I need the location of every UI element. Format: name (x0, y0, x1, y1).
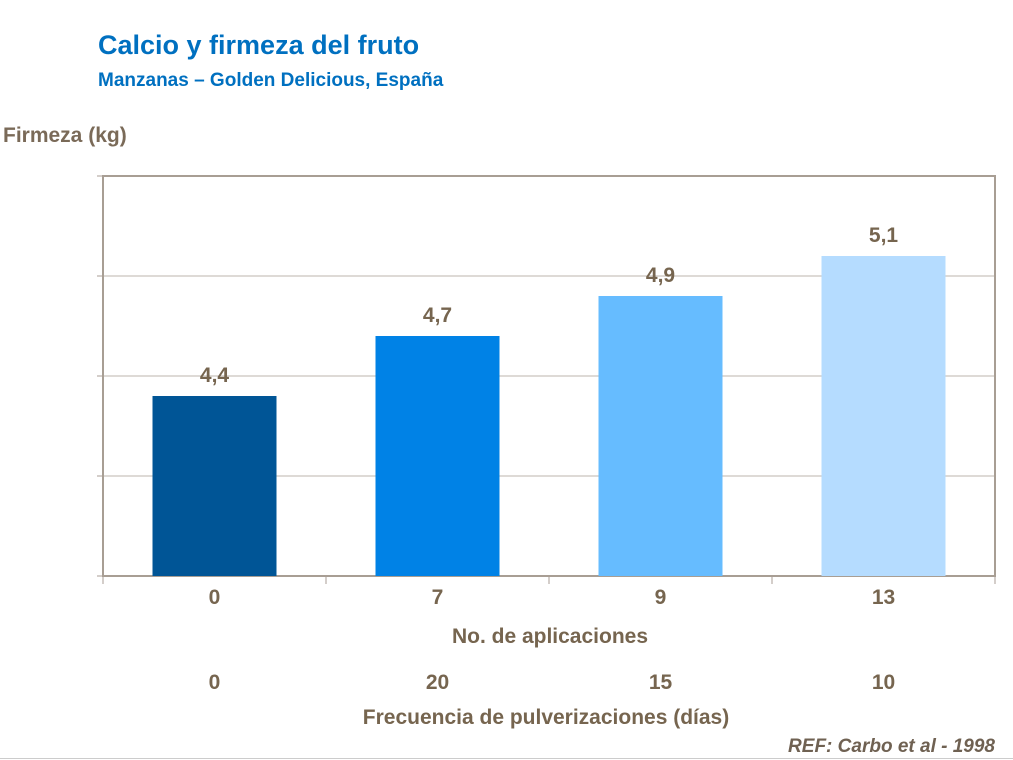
x-axis-label-2: Frecuencia de pulverizaciones (días) (362, 706, 730, 729)
data-label: 4,7 (422, 304, 453, 327)
x-tick-label: 13 (871, 586, 896, 609)
x-tick-label-2: 10 (871, 671, 896, 694)
x-tick-label: 7 (431, 586, 444, 609)
x-tick-label-2: 15 (648, 671, 673, 694)
bar-7 (375, 336, 500, 576)
x-tick-label-2: 20 (425, 671, 450, 694)
x-tick-label: 0 (208, 586, 221, 609)
bar-13 (821, 256, 946, 576)
bar-9 (598, 296, 723, 576)
data-label: 4,9 (645, 264, 676, 287)
chart-subtitle: Manzanas – Golden Delicious, España (98, 70, 444, 91)
y-axis-label: Firmeza (kg) (3, 124, 127, 147)
divider (0, 758, 1013, 759)
x-tick-label: 9 (654, 586, 667, 609)
source-reference: REF: Carbo et al - 1998 (788, 736, 995, 757)
x-axis-label: No. de aplicaciones (451, 625, 649, 648)
bar-0 (152, 396, 277, 576)
data-label: 4,4 (199, 364, 230, 387)
chart-title: Calcio y firmeza del fruto (98, 30, 420, 60)
data-label: 5,1 (868, 224, 899, 247)
x-tick-label-2: 0 (208, 671, 221, 694)
